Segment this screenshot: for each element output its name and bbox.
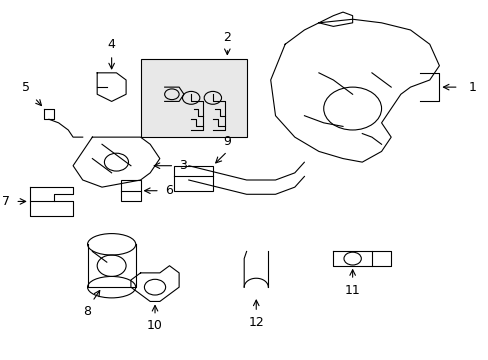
Text: 4: 4 <box>107 39 115 51</box>
Text: 7: 7 <box>2 195 10 208</box>
Text: 6: 6 <box>164 184 172 197</box>
Text: 5: 5 <box>21 81 30 94</box>
Text: 8: 8 <box>83 305 91 318</box>
Text: 3: 3 <box>179 159 186 172</box>
Text: 11: 11 <box>344 284 360 297</box>
Text: 12: 12 <box>248 316 264 329</box>
Text: 9: 9 <box>223 135 231 148</box>
Bar <box>174 166 212 191</box>
Text: 1: 1 <box>468 81 475 94</box>
Bar <box>140 59 246 137</box>
Text: 2: 2 <box>223 31 231 44</box>
Bar <box>121 180 140 202</box>
Text: 10: 10 <box>147 319 163 332</box>
